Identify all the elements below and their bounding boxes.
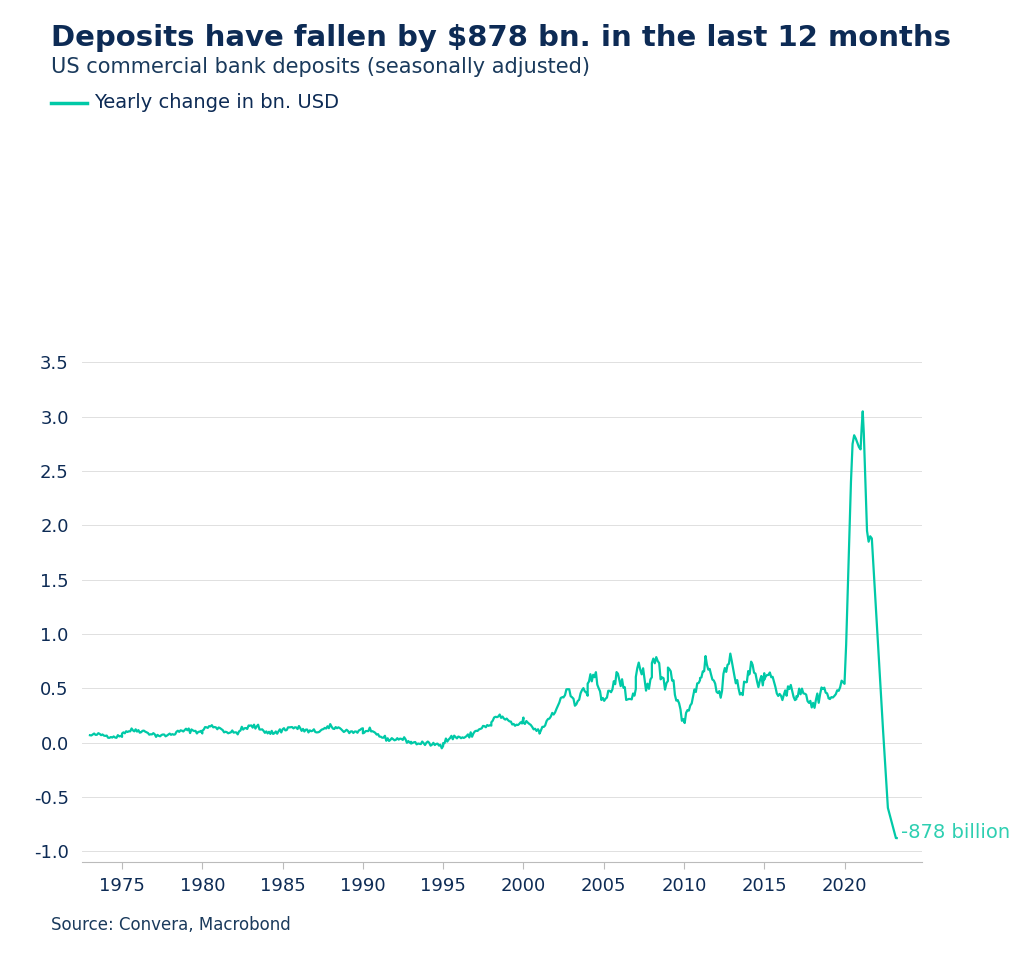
Text: US commercial bank deposits (seasonally adjusted): US commercial bank deposits (seasonally … — [51, 57, 590, 78]
Text: -878 billion: -878 billion — [901, 823, 1010, 842]
Text: Yearly change in bn. USD: Yearly change in bn. USD — [94, 93, 339, 112]
Text: Deposits have fallen by $878 bn. in the last 12 months: Deposits have fallen by $878 bn. in the … — [51, 24, 951, 52]
Text: Source: Convera, Macrobond: Source: Convera, Macrobond — [51, 916, 291, 934]
